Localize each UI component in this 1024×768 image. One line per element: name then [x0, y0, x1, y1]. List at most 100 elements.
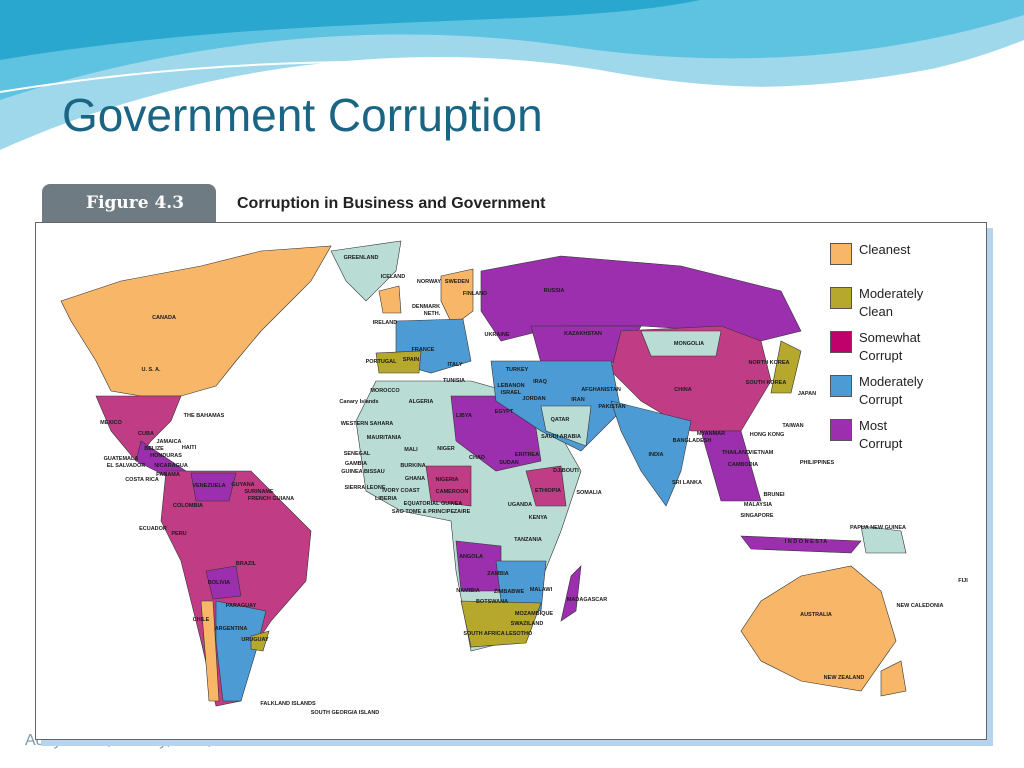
legend-item: Cleanest — [830, 242, 940, 265]
map-label: ETHIOPIA — [535, 488, 561, 494]
legend-swatch — [830, 419, 852, 441]
map-label: MALAWI — [529, 587, 553, 593]
map-label: MADAGASCAR — [566, 597, 608, 603]
map-label: GUINEA BISSAU — [341, 469, 385, 475]
map-label: PANAMA — [156, 472, 180, 478]
map-label: SURINAME — [244, 489, 274, 495]
map-label: BRUNEI — [763, 492, 785, 498]
map-label: AFGHANISTAN — [581, 387, 621, 393]
map-label: SAO TOME & PRINCIPE — [391, 509, 455, 515]
map-label: TURKEY — [505, 367, 529, 373]
map-label: MAURITANIA — [366, 435, 402, 441]
region — [610, 400, 692, 507]
legend-swatch — [830, 331, 852, 353]
region — [560, 565, 582, 622]
map-label: EQUATORIAL GUINEA — [403, 501, 463, 507]
map-label: NORWAY — [416, 279, 442, 285]
map-label: BOLIVIA — [207, 580, 231, 586]
map-label: ERITREA — [514, 452, 540, 458]
map-label: ICELAND — [380, 274, 406, 280]
map-label: MONGOLIA — [673, 341, 705, 347]
region — [200, 600, 220, 702]
map-label: NAMIBIA — [456, 588, 480, 594]
map-label: CUBA — [138, 431, 154, 437]
region — [205, 565, 242, 600]
map-label: BOTSWANA — [475, 599, 509, 605]
map-label: ARGENTINA — [214, 626, 248, 632]
map-label: BANGLADESH — [672, 438, 712, 444]
map-label: NIGER — [437, 446, 455, 452]
map-label: GUATEMALA — [103, 456, 139, 462]
map-label: HONDURAS — [150, 453, 182, 459]
map-label: SINGAPORE — [740, 513, 774, 519]
map-label: ECUADOR — [139, 526, 167, 532]
wave-background — [0, 0, 1024, 150]
region — [190, 472, 237, 502]
map-label: DJIBOUTI — [553, 468, 579, 474]
region — [640, 330, 722, 357]
region — [95, 395, 182, 462]
legend-item: Moderately Corrupt — [830, 374, 940, 409]
region — [330, 240, 402, 302]
map-label: EL SALVADOR — [106, 463, 146, 469]
map-label: NETH. — [423, 311, 441, 317]
map-label: LEBANON — [497, 383, 525, 389]
map-label: KAZAKHSTAN — [564, 331, 602, 337]
legend-label: Somewhat Corrupt — [859, 330, 921, 363]
map-label: PAPUA NEW GUINEA — [850, 525, 906, 531]
map-label: VIETNAM — [748, 450, 774, 456]
map-label: VENEZUELA — [192, 483, 226, 489]
map-label: DENMARK — [411, 304, 441, 310]
region — [740, 535, 862, 554]
region — [770, 340, 802, 394]
map-label: INDIA — [648, 452, 664, 458]
map-label: FIJI — [958, 578, 968, 584]
map-label: I N D O N E S I A — [784, 539, 828, 545]
world-map — [60, 240, 907, 707]
map-label: ZAMBIA — [487, 571, 509, 577]
map-label: SOUTH GEORGIA ISLAND — [310, 710, 380, 716]
map-label: BELIZE — [144, 446, 164, 452]
legend-label: Most Corrupt — [859, 418, 903, 451]
region — [440, 268, 474, 327]
map-label: JAPAN — [797, 391, 817, 397]
slide-title: Government Corruption — [62, 89, 543, 141]
map-label: TUNISIA — [443, 378, 465, 384]
map-label: UGANDA — [507, 502, 533, 508]
region — [540, 405, 592, 447]
map-label: TAIWAN — [782, 423, 804, 429]
map-label: SOMALIA — [576, 490, 602, 496]
map-label: MOROCCO — [370, 388, 400, 394]
map-label: SRI LANKA — [672, 480, 702, 486]
map-label: BURKINA — [400, 463, 426, 469]
map-label: SOUTH KOREA — [745, 380, 787, 386]
map-label: CANADA — [152, 315, 176, 321]
map-label: JORDAN — [522, 396, 546, 402]
map-label: FRENCH GUIANA — [247, 496, 295, 502]
map-label: SUDAN — [499, 460, 519, 466]
map-label: PAKISTAN — [598, 404, 626, 410]
region — [700, 430, 762, 502]
map-label: ALGERIA — [408, 399, 434, 405]
region — [215, 600, 267, 702]
map-label: SIERRA LEONE — [344, 485, 386, 491]
map-label: ZAIRE — [453, 509, 471, 515]
region — [525, 465, 567, 507]
region — [460, 600, 542, 648]
legend-swatch — [830, 375, 852, 397]
map-label: ZIMBABWE — [493, 589, 525, 595]
map-label: THE BAHAMAS — [183, 413, 225, 419]
map-frame: Cleanest Moderately Clean Somewhat Corrupt… — [35, 222, 987, 740]
region — [480, 255, 802, 342]
map-label: JAMAICA — [156, 439, 182, 445]
map-label: CAMEROON — [435, 489, 469, 495]
map-label: UKRAINE — [484, 332, 510, 338]
map-label: Canary Islands — [339, 399, 379, 405]
map-label: MYANMAR — [696, 431, 726, 437]
map-label: NORTH KOREA — [748, 360, 790, 366]
map-label: CHILE — [192, 617, 210, 623]
map-label: IRAQ — [533, 379, 547, 385]
map-label: MALI — [404, 447, 418, 453]
legend-swatch — [830, 243, 852, 265]
